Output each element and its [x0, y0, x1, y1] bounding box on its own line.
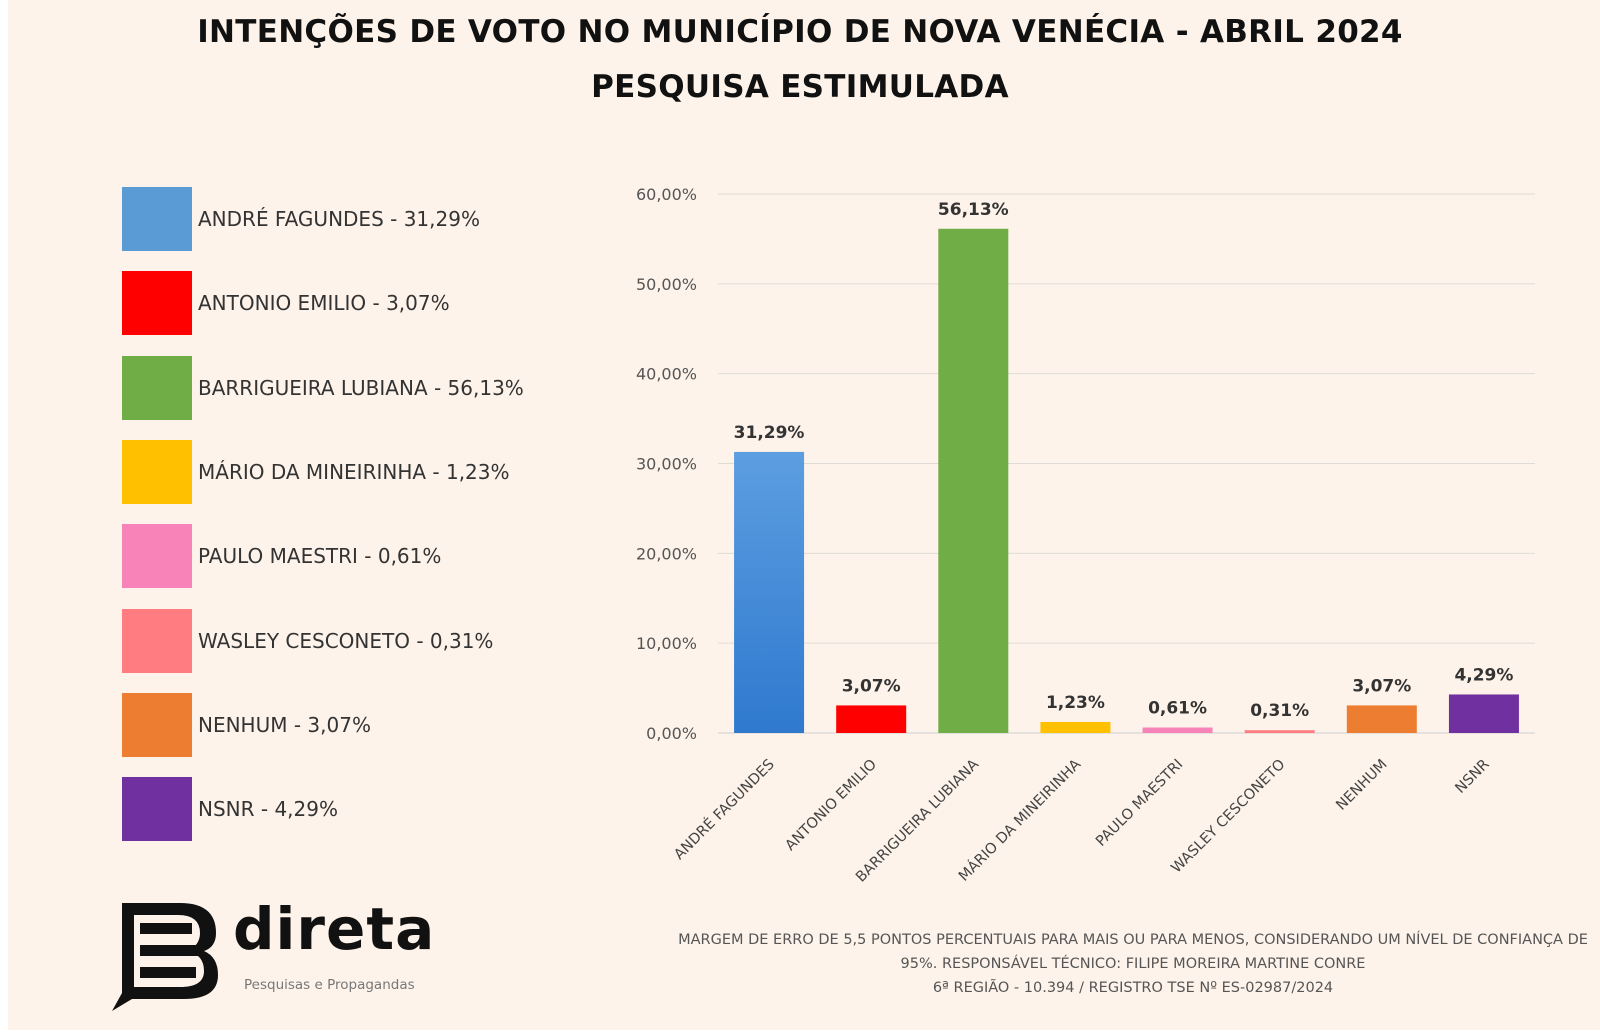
- bar: [1448, 694, 1519, 733]
- bar: [1142, 727, 1213, 733]
- y-tick-label: 50,00%: [636, 275, 697, 294]
- data-label: 4,29%: [1454, 665, 1513, 685]
- bar: [836, 705, 907, 733]
- direta-logo: direta Pesquisas e Propagandas: [108, 893, 448, 1013]
- legend-item: NSNR - 4,29%: [122, 777, 338, 841]
- x-tick-label: NENHUM: [1333, 757, 1390, 814]
- x-tick-label: ANDRÉ FAGUNDES: [671, 756, 778, 863]
- data-label: 56,13%: [938, 200, 1009, 220]
- legend-item: PAULO MAESTRI - 0,61%: [122, 524, 441, 588]
- bar: [1346, 705, 1417, 733]
- methodology-footnote: MARGEM DE ERRO DE 5,5 PONTOS PERCENTUAIS…: [668, 928, 1598, 1000]
- legend-item: ANTONIO EMILIO - 3,07%: [122, 271, 450, 335]
- legend-swatch: [122, 187, 192, 251]
- legend-item: MÁRIO DA MINEIRINHA - 1,23%: [122, 440, 510, 504]
- legend-label: ANDRÉ FAGUNDES - 31,29%: [198, 207, 480, 231]
- legend-label: NENHUM - 3,07%: [198, 713, 371, 737]
- y-tick-label: 10,00%: [636, 634, 697, 653]
- footnote-line: 95%. RESPONSÁVEL TÉCNICO: FILIPE MOREIRA…: [900, 956, 1366, 972]
- footnote-line: MARGEM DE ERRO DE 5,5 PONTOS PERCENTUAIS…: [678, 932, 1588, 948]
- legend-swatch: [122, 524, 192, 588]
- bar: [938, 228, 1009, 733]
- data-label: 31,29%: [734, 423, 805, 443]
- data-label: 0,31%: [1250, 701, 1309, 721]
- legend-swatch: [122, 777, 192, 841]
- logo-tagline: Pesquisas e Propagandas: [244, 977, 415, 993]
- x-tick-label: PAULO MAESTRI: [1093, 757, 1186, 850]
- footnote-line: 6ª REGIÃO - 10.394 / REGISTRO TSE Nº ES-…: [932, 980, 1334, 996]
- legend-item: NENHUM - 3,07%: [122, 693, 371, 757]
- y-tick-label: 20,00%: [636, 544, 697, 563]
- legend-item: WASLEY CESCONETO - 0,31%: [122, 609, 493, 673]
- legend-label: NSNR - 4,29%: [198, 797, 338, 821]
- logo-wordmark: direta: [233, 895, 436, 963]
- data-label: 3,07%: [842, 676, 901, 696]
- chart-title: INTENÇÕES DE VOTO NO MUNICÍPIO DE NOVA V…: [197, 14, 1403, 50]
- bar: [1244, 730, 1315, 733]
- legend-swatch: [122, 693, 192, 757]
- legend-swatch: [122, 271, 192, 335]
- bar: [734, 451, 805, 733]
- legend-label: WASLEY CESCONETO - 0,31%: [198, 629, 494, 653]
- data-label: 1,23%: [1046, 693, 1105, 713]
- legend-item: BARRIGUEIRA LUBIANA - 56,13%: [122, 356, 524, 420]
- data-label: 0,61%: [1148, 699, 1207, 719]
- y-tick-label: 60,00%: [636, 185, 697, 204]
- y-tick-label: 0,00%: [646, 724, 697, 743]
- y-tick-label: 40,00%: [636, 365, 697, 384]
- x-tick-label: ANTONIO EMILIO: [783, 757, 881, 855]
- bar: [1040, 721, 1111, 733]
- legend-item: ANDRÉ FAGUNDES - 31,29%: [122, 187, 480, 251]
- legend-swatch: [122, 356, 192, 420]
- y-tick-label: 30,00%: [636, 455, 697, 474]
- direta-logo-icon: [112, 903, 218, 1011]
- legend-label: ANTONIO EMILIO - 3,07%: [198, 291, 450, 315]
- legend-label: MÁRIO DA MINEIRINHA - 1,23%: [198, 460, 510, 484]
- legend-swatch: [122, 609, 192, 673]
- legend-swatch: [122, 440, 192, 504]
- chart-subtitle: PESQUISA ESTIMULADA: [591, 69, 1009, 105]
- data-label: 3,07%: [1352, 676, 1411, 696]
- x-tick-label: NSNR: [1452, 757, 1492, 797]
- x-tick-label: WASLEY CESCONETO: [1169, 757, 1289, 877]
- legend-label: PAULO MAESTRI - 0,61%: [198, 544, 442, 568]
- legend-label: BARRIGUEIRA LUBIANA - 56,13%: [198, 376, 524, 400]
- bar-chart: 0,00% 10,00% 20,00% 30,00% 40,00% 50,00% 60,00…: [636, 185, 1535, 886]
